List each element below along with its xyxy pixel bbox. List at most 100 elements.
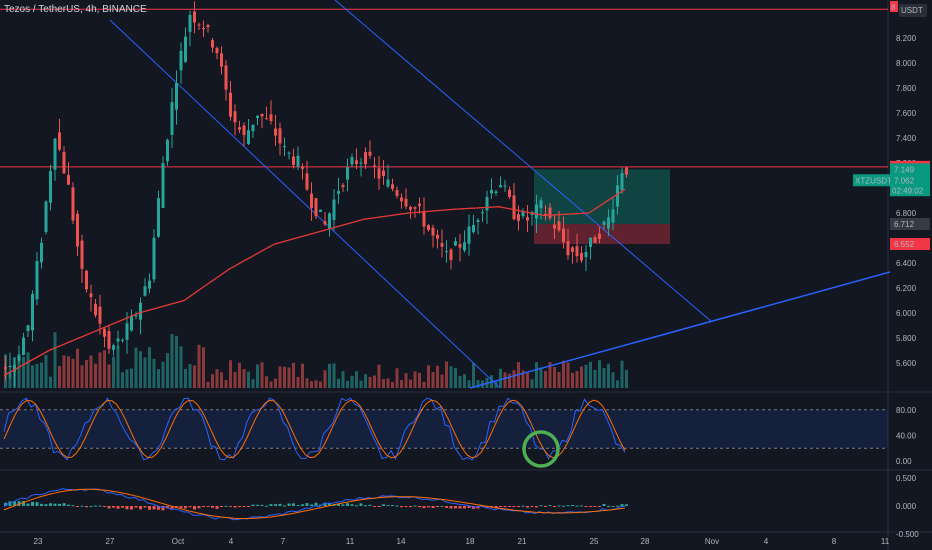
candle-body [476,220,480,223]
volume-bar [463,374,466,388]
macd-histogram-bar [260,504,264,506]
candle-body [607,217,610,229]
volume-bar [287,367,291,388]
volume-bar [184,369,187,388]
candle-body [134,315,138,317]
volume-bar [202,347,205,388]
trendline-descending [109,19,501,389]
candle-body [292,156,295,165]
candle-body [571,247,574,253]
candle-body [481,212,484,214]
top-level-badge [890,1,898,12]
macd-tick-label: -0.500 [896,530,919,539]
volume-bar [296,376,300,388]
volume-bar [467,380,471,388]
candle-body [544,213,547,216]
macd-histogram-bar [566,505,570,507]
volume-bar [188,364,192,388]
volume-bar [112,356,115,388]
macd-histogram-bar [494,506,498,509]
macd-histogram-bar [148,506,151,510]
macd-tick-label: 0.500 [896,474,917,483]
candle-body [301,166,304,169]
volume-bar [40,362,43,388]
volume-bar [449,366,453,388]
macd-histogram-bar [598,506,601,507]
macd-histogram-bar [121,506,124,508]
candle-body [620,173,624,190]
volume-bar [503,372,507,388]
candle-body [494,191,498,194]
trendline-descending [334,0,713,323]
price-tick-label: 8.000 [896,59,917,68]
volume-bar [526,372,529,388]
macd-histogram-bar [625,504,628,506]
macd-histogram-bar [373,506,376,507]
volume-bar [130,368,133,388]
macd-histogram-bar [571,504,574,506]
candle-body [508,189,511,197]
macd-histogram-bar [188,506,192,508]
macd-histogram-bar [616,505,619,507]
candle-body [431,227,435,236]
macd-histogram-bar [283,505,286,507]
macd-histogram-bar [400,506,403,508]
candle-body [458,244,462,248]
candle-body [175,82,178,110]
volume-bar [422,381,426,388]
stochastic-k-line [3,397,626,461]
volume-bar [454,367,457,388]
macd-histogram-bar [530,506,534,507]
macd-histogram-bar [301,504,304,506]
volume-bar [341,371,345,388]
volume-bar [602,368,606,388]
macd-histogram-bar [512,506,516,507]
macd-histogram-bar [215,506,219,509]
price-tick-label: 5.800 [896,334,917,343]
volume-bar [355,371,358,388]
volume-bar [175,335,178,388]
candle-body [247,130,250,144]
candle-body [436,234,439,239]
candle-body [472,224,475,233]
macd-histogram-bar [467,506,471,509]
macd-histogram-bar [130,506,133,510]
macd-histogram-bar [350,504,354,506]
macd-histogram-bar [49,503,52,506]
last-price-text: 7.062 [894,176,915,185]
candle-body [8,365,12,368]
macd-histogram-bar [247,506,250,507]
macd-histogram-bar [13,501,16,506]
volume-bar [391,381,394,388]
candle-body [368,151,372,156]
volume-bar [593,370,597,388]
time-axis-label: 11 [881,537,890,546]
volume-bar [580,366,583,388]
candle-body [67,174,70,185]
volume-bar [364,374,367,388]
macd-histogram-bar [620,504,624,506]
macd-histogram-bar [409,506,412,508]
candle-body [220,53,223,67]
macd-histogram-bar [368,504,372,506]
candle-body [274,128,277,136]
macd-histogram-bar [557,505,561,507]
candle-body [4,366,7,369]
macd-histogram-bar [589,506,592,507]
candle-body [319,209,322,212]
candle-body [130,315,133,331]
macd-histogram-bar [274,504,277,506]
macd-histogram-bar [593,506,597,507]
macd-histogram-bar [202,506,205,507]
time-axis-label: 8 [832,537,837,546]
volume-bar [557,371,561,388]
volume-bar [395,368,399,388]
candle-body [238,127,241,130]
macd-histogram-bar [355,505,358,507]
macd-histogram-bar [269,504,273,506]
volume-bar [359,380,363,388]
volume-bar [598,360,601,388]
candle-body [49,170,52,203]
volume-bar [44,355,48,388]
